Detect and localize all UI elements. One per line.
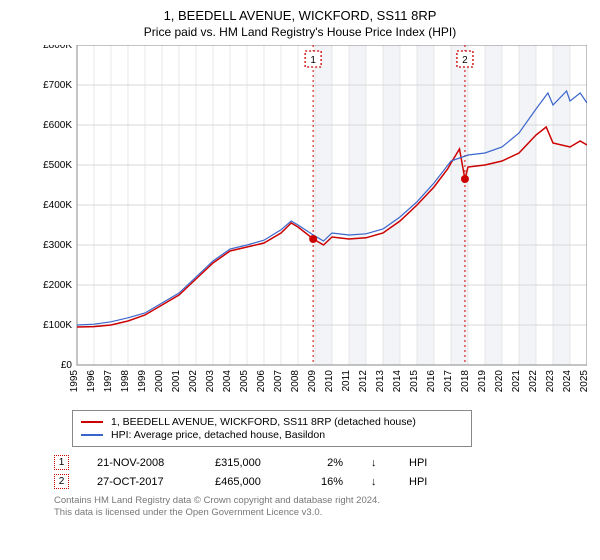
legend-label: 1, BEEDELL AVENUE, WICKFORD, SS11 8RP (d… — [111, 416, 416, 428]
sale-rel-label: HPI — [409, 457, 439, 469]
svg-text:£200K: £200K — [43, 280, 72, 291]
footer-line: Contains HM Land Registry data © Crown c… — [54, 495, 590, 507]
marker-number-box: 2 — [54, 474, 69, 489]
svg-text:1998: 1998 — [120, 370, 131, 393]
legend-row: 1, BEEDELL AVENUE, WICKFORD, SS11 8RP (d… — [81, 416, 463, 428]
svg-text:2001: 2001 — [171, 370, 182, 393]
svg-text:£800K: £800K — [43, 45, 72, 51]
legend-label: HPI: Average price, detached house, Basi… — [111, 429, 325, 441]
svg-text:2023: 2023 — [545, 370, 556, 393]
footer-attribution: Contains HM Land Registry data © Crown c… — [54, 495, 590, 520]
svg-text:2012: 2012 — [358, 370, 369, 393]
svg-text:£0: £0 — [61, 360, 73, 371]
sale-row: 2 27-OCT-2017 £465,000 16% ↓ HPI — [54, 474, 590, 489]
svg-text:2017: 2017 — [443, 370, 454, 393]
svg-text:£600K: £600K — [43, 120, 72, 131]
sale-pct: 2% — [313, 457, 343, 469]
svg-text:2007: 2007 — [273, 370, 284, 393]
svg-text:2: 2 — [462, 55, 468, 66]
svg-text:1996: 1996 — [86, 370, 97, 393]
down-arrow-icon: ↓ — [371, 457, 381, 469]
svg-text:2016: 2016 — [426, 370, 437, 393]
svg-text:£300K: £300K — [43, 240, 72, 251]
svg-text:2005: 2005 — [239, 370, 250, 393]
svg-text:2003: 2003 — [205, 370, 216, 393]
svg-text:2018: 2018 — [460, 370, 471, 393]
svg-text:2019: 2019 — [477, 370, 488, 393]
svg-text:£700K: £700K — [43, 80, 72, 91]
footer-line: This data is licensed under the Open Gov… — [54, 507, 590, 519]
svg-text:2013: 2013 — [375, 370, 386, 393]
svg-text:2021: 2021 — [511, 370, 522, 393]
chart-area: £0 £100K £200K £300K £400K £500K £600K £700K £80… — [32, 45, 587, 400]
svg-text:2015: 2015 — [409, 370, 420, 393]
svg-text:2020: 2020 — [494, 370, 505, 393]
sale-row: 1 21-NOV-2008 £315,000 2% ↓ HPI — [54, 455, 590, 470]
svg-text:2010: 2010 — [324, 370, 335, 393]
svg-text:1999: 1999 — [137, 370, 148, 393]
down-arrow-icon: ↓ — [371, 476, 381, 488]
sales-table: 1 21-NOV-2008 £315,000 2% ↓ HPI 2 27-OCT-2017 £4… — [54, 455, 590, 489]
svg-text:2009: 2009 — [307, 370, 318, 393]
svg-text:2022: 2022 — [528, 370, 539, 393]
svg-text:2025: 2025 — [579, 370, 587, 393]
sale-price: £315,000 — [215, 457, 285, 469]
chart-subtitle: Price paid vs. HM Land Registry's House … — [10, 25, 590, 39]
svg-text:1: 1 — [310, 55, 316, 66]
chart-title: 1, BEEDELL AVENUE, WICKFORD, SS11 8RP — [10, 8, 590, 23]
legend-swatch — [81, 421, 103, 423]
sale-rel-label: HPI — [409, 476, 439, 488]
sale-date: 27-OCT-2017 — [97, 476, 187, 488]
svg-text:1995: 1995 — [69, 370, 80, 393]
legend-swatch — [81, 434, 103, 436]
svg-text:2011: 2011 — [341, 370, 352, 392]
line-chart: £0 £100K £200K £300K £400K £500K £600K £700K £80… — [32, 45, 587, 400]
svg-text:2008: 2008 — [290, 370, 301, 393]
marker-number-box: 1 — [54, 455, 69, 470]
svg-text:£500K: £500K — [43, 160, 72, 171]
legend-row: HPI: Average price, detached house, Basi… — [81, 429, 463, 441]
svg-text:£400K: £400K — [43, 200, 72, 211]
svg-text:2000: 2000 — [154, 370, 165, 393]
svg-text:2024: 2024 — [562, 370, 573, 393]
sale-price: £465,000 — [215, 476, 285, 488]
svg-text:2006: 2006 — [256, 370, 267, 393]
sale-date: 21-NOV-2008 — [97, 457, 187, 469]
svg-text:2014: 2014 — [392, 370, 403, 393]
svg-text:2004: 2004 — [222, 370, 233, 393]
svg-text:£100K: £100K — [43, 320, 72, 331]
sale-pct: 16% — [313, 476, 343, 488]
svg-text:1997: 1997 — [103, 370, 114, 393]
svg-text:2002: 2002 — [188, 370, 199, 393]
legend: 1, BEEDELL AVENUE, WICKFORD, SS11 8RP (d… — [72, 410, 472, 447]
